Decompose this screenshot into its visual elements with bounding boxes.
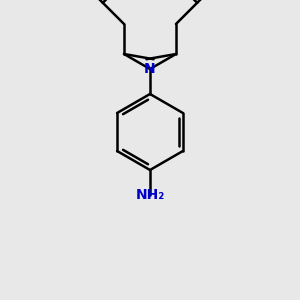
Text: NH₂: NH₂ xyxy=(135,188,165,202)
Text: N: N xyxy=(144,62,156,76)
